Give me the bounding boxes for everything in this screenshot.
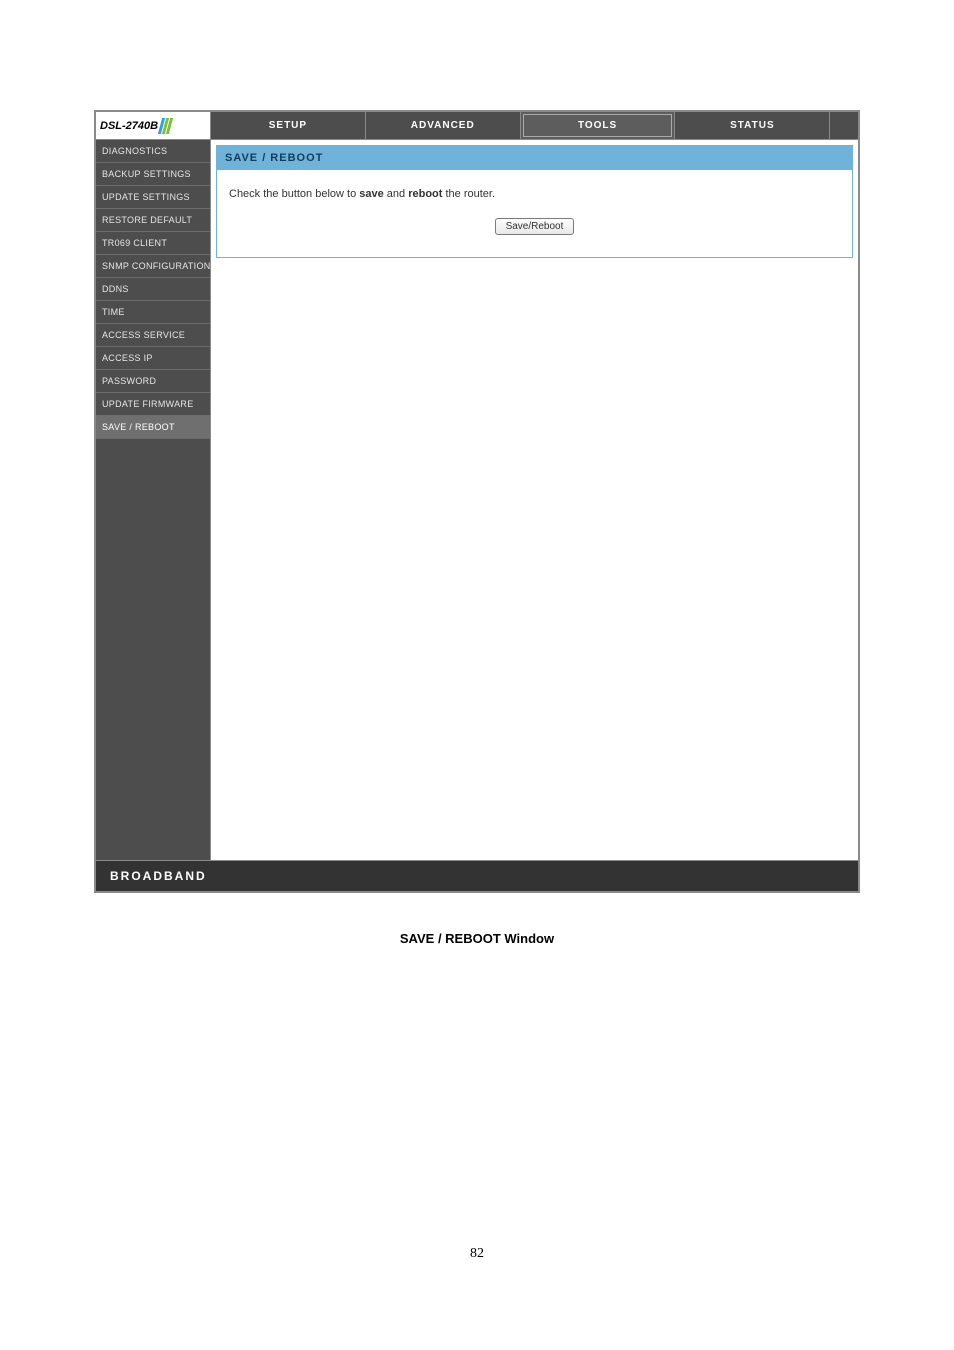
panel-body: Check the button below to save and reboo…: [217, 170, 852, 257]
text: the router.: [442, 188, 495, 200]
top-nav-tabs: SETUPADVANCEDTOOLSSTATUS: [211, 112, 858, 139]
sidebar-item-backup-settings[interactable]: BACKUP SETTINGS: [96, 163, 210, 186]
sidebar-item-snmp-configuration[interactable]: SNMP CONFIGURATION: [96, 255, 210, 278]
text-bold: reboot: [408, 188, 442, 200]
header-row: DSL-2740B SETUPADVANCEDTOOLSSTATUS: [96, 112, 858, 140]
footer-bar: BROADBAND: [96, 860, 858, 891]
router-admin-frame: DSL-2740B SETUPADVANCEDTOOLSSTATUS DIAGN…: [94, 110, 860, 893]
sidebar-item-update-firmware[interactable]: UPDATE FIRMWARE: [96, 393, 210, 416]
text: Check the button below to: [229, 188, 359, 200]
body-row: DIAGNOSTICSBACKUP SETTINGSUPDATE SETTING…: [96, 140, 858, 860]
tab-advanced[interactable]: ADVANCED: [366, 112, 521, 139]
tab-setup[interactable]: SETUP: [211, 112, 366, 139]
sidebar-item-tr069-client[interactable]: TR069 CLIENT: [96, 232, 210, 255]
sidebar-item-access-ip[interactable]: ACCESS IP: [96, 347, 210, 370]
sidebar-filler: [96, 439, 210, 860]
sidebar-item-time[interactable]: TIME: [96, 301, 210, 324]
figure-caption: SAVE / REBOOT Window: [94, 931, 860, 946]
panel-instruction: Check the button below to save and reboo…: [229, 188, 840, 200]
sidebar-item-diagnostics[interactable]: DIAGNOSTICS: [96, 140, 210, 163]
sidebar-item-restore-default[interactable]: RESTORE DEFAULT: [96, 209, 210, 232]
text: and: [384, 188, 408, 200]
tab-spacer: [830, 112, 858, 139]
sidebar-item-access-service[interactable]: ACCESS SERVICE: [96, 324, 210, 347]
sidebar-nav: DIAGNOSTICSBACKUP SETTINGSUPDATE SETTING…: [96, 140, 211, 860]
page-number: 82: [94, 1246, 860, 1262]
save-reboot-panel: SAVE / REBOOT Check the button below to …: [216, 145, 853, 258]
model-label: DSL-2740B: [100, 120, 158, 132]
sidebar-item-ddns[interactable]: DDNS: [96, 278, 210, 301]
content-area: SAVE / REBOOT Check the button below to …: [211, 140, 858, 860]
device-logo: DSL-2740B: [96, 112, 211, 139]
tab-tools[interactable]: TOOLS: [521, 112, 676, 139]
tab-status[interactable]: STATUS: [675, 112, 830, 139]
sidebar-item-password[interactable]: PASSWORD: [96, 370, 210, 393]
save-reboot-button[interactable]: Save/Reboot: [495, 218, 575, 235]
logo-slashes-icon: [160, 118, 171, 134]
sidebar-item-save-reboot[interactable]: SAVE / REBOOT: [96, 416, 210, 439]
text-bold: save: [359, 188, 383, 200]
sidebar-item-update-settings[interactable]: UPDATE SETTINGS: [96, 186, 210, 209]
panel-title: SAVE / REBOOT: [217, 146, 852, 170]
